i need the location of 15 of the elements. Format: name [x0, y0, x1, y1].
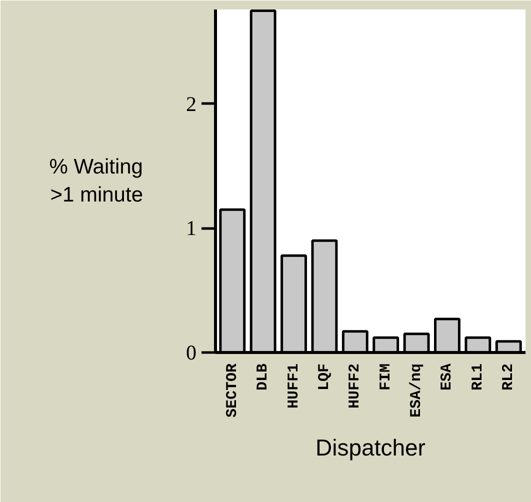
x-tick-label: LQF	[316, 363, 333, 391]
x-tick-label: HUFF2	[346, 363, 364, 409]
x-tick-label: HUFF1	[285, 363, 302, 409]
x-tick-label: RL1	[469, 363, 486, 391]
x-tick-label: DLB	[254, 363, 272, 391]
y-axis-title: % Waiting >1 minute	[49, 156, 144, 206]
y-tick-label: 2	[186, 92, 196, 116]
x-tick-label: RL2	[500, 363, 518, 391]
x-tick-label: ESA	[438, 363, 456, 391]
x-axis-title: Dispatcher	[316, 434, 426, 461]
x-tick-label: ESA/nq	[408, 363, 426, 418]
y-tick-label: 1	[186, 216, 196, 240]
x-tick-label: SECTOR	[224, 363, 241, 418]
x-tick-label: FIM	[377, 363, 394, 391]
y-tick-label: 0	[186, 340, 196, 364]
